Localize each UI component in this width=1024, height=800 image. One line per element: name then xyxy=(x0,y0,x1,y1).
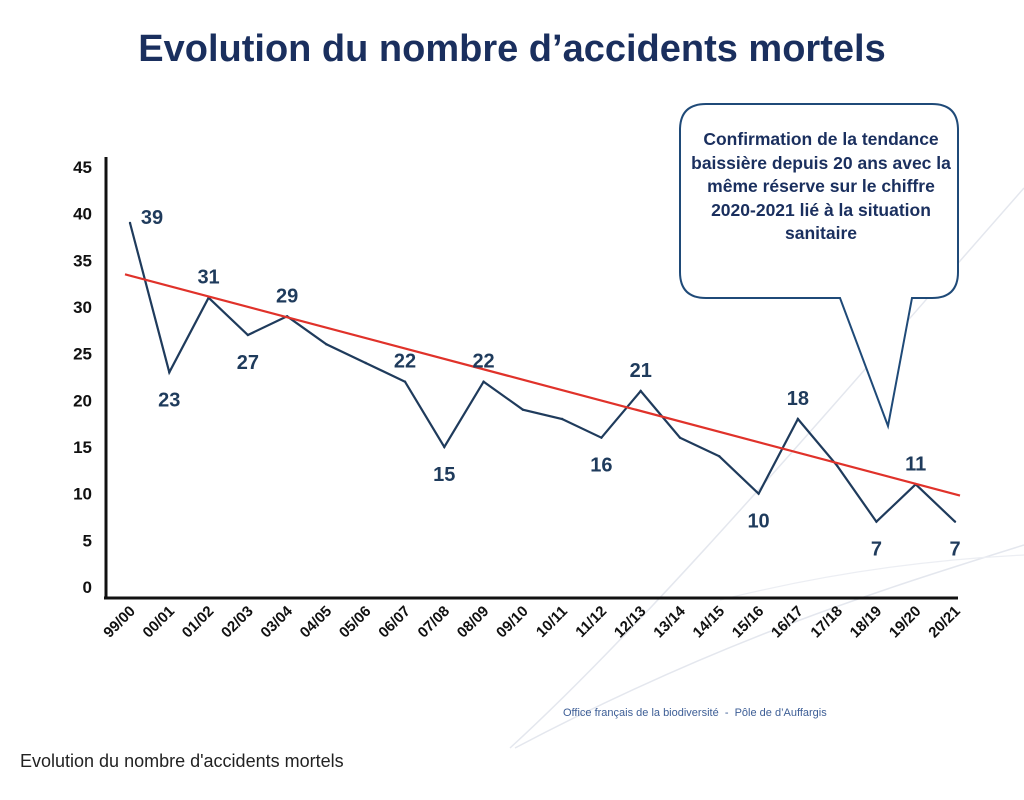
x-tick-label: 09/10 xyxy=(493,603,532,642)
data-point xyxy=(757,492,760,495)
data-point xyxy=(718,455,721,458)
data-point xyxy=(835,464,839,467)
y-tick-label: 10 xyxy=(73,485,92,504)
data-point xyxy=(560,417,564,421)
x-tick-label: 99/00 xyxy=(100,603,139,642)
x-tick-label: 15/16 xyxy=(729,603,768,642)
callout-bubble xyxy=(679,103,959,430)
footer-credit: Office français de la biodiversité - Pôl… xyxy=(563,707,827,719)
data-label: 11 xyxy=(905,453,926,475)
x-tick-label: 06/07 xyxy=(375,603,414,642)
data-point xyxy=(325,343,328,346)
data-point xyxy=(639,389,642,393)
callout-text: Confirmation de la tendance baissière de… xyxy=(691,129,951,243)
x-tick-label: 13/14 xyxy=(650,602,689,641)
x-tick-label: 01/02 xyxy=(179,603,218,642)
x-tick-label: 19/20 xyxy=(886,603,925,642)
data-point xyxy=(403,380,407,383)
y-tick-labels: 0 5 10 15 20 25 30 35 40 45 xyxy=(73,158,92,597)
x-tick-label: 07/08 xyxy=(415,603,454,642)
data-point xyxy=(678,436,682,439)
x-tick-label: 18/19 xyxy=(847,603,886,642)
data-point xyxy=(521,408,525,411)
data-label: 22 xyxy=(394,351,416,373)
x-tick-label: 11/12 xyxy=(572,603,610,641)
data-point xyxy=(364,361,367,365)
decorative-curve-3 xyxy=(719,554,1024,601)
data-point xyxy=(128,221,132,225)
y-tick-label: 20 xyxy=(73,391,92,410)
data-label: 7 xyxy=(949,539,960,561)
y-tick-label: 30 xyxy=(73,298,92,317)
data-label: 27 xyxy=(237,352,259,374)
x-tick-label: 08/09 xyxy=(454,603,493,642)
x-tick-label: 10/11 xyxy=(533,603,571,641)
x-tick-labels: 99/00 00/01 01/02 02/03 03/04 04/05 05/06 06/07… xyxy=(100,602,964,641)
data-point xyxy=(953,520,957,523)
data-label: 16 xyxy=(590,455,612,477)
data-point xyxy=(482,380,485,383)
data-point xyxy=(600,436,603,439)
y-tick-label: 15 xyxy=(73,438,92,457)
trendline-group xyxy=(124,273,961,497)
data-label: 31 xyxy=(197,267,219,289)
page-title: Evolution du nombre d’accidents mortels xyxy=(138,28,886,70)
x-tick-label: 14/15 xyxy=(690,603,729,642)
y-tick-label: 25 xyxy=(73,345,92,364)
x-tick-label: 20/21 xyxy=(925,603,964,642)
y-tick-label: 40 xyxy=(73,205,92,224)
data-label: 29 xyxy=(276,285,298,307)
data-label: 21 xyxy=(630,360,652,382)
data-point xyxy=(875,520,878,523)
x-tick-label: 00/01 xyxy=(140,603,179,642)
trend-line xyxy=(124,273,961,497)
data-point xyxy=(246,333,250,337)
x-tick-label: 04/05 xyxy=(297,603,336,642)
y-tick-label: 0 xyxy=(83,578,92,597)
data-labels: 39 23 31 27 29 22 15 22 16 21 10 18 7 11 7 xyxy=(141,207,961,561)
data-label: 7 xyxy=(871,539,882,561)
y-tick-label: 45 xyxy=(73,158,92,177)
data-label: 39 xyxy=(141,207,163,229)
data-label: 10 xyxy=(747,511,769,533)
y-tick-label: 5 xyxy=(83,531,92,550)
x-tick-label: 16/17 xyxy=(768,603,807,642)
series-line xyxy=(128,222,956,524)
data-label: 15 xyxy=(433,464,455,486)
x-tick-label: 05/06 xyxy=(336,603,375,642)
data-point xyxy=(796,417,800,421)
caption: Evolution du nombre d'accidents mortels xyxy=(20,751,344,771)
data-point xyxy=(443,445,446,449)
decorative-curve-2 xyxy=(514,544,1024,749)
data-label: 18 xyxy=(787,388,809,410)
data-label: 23 xyxy=(158,389,180,411)
y-tick-label: 35 xyxy=(73,251,92,270)
x-tick-label: 17/18 xyxy=(807,603,846,642)
data-label: 22 xyxy=(472,351,494,373)
x-tick-label: 12/13 xyxy=(611,603,650,642)
axes xyxy=(104,157,958,600)
data-point xyxy=(168,371,171,374)
x-tick-label: 02/03 xyxy=(218,603,257,642)
x-tick-label: 03/04 xyxy=(257,602,296,641)
